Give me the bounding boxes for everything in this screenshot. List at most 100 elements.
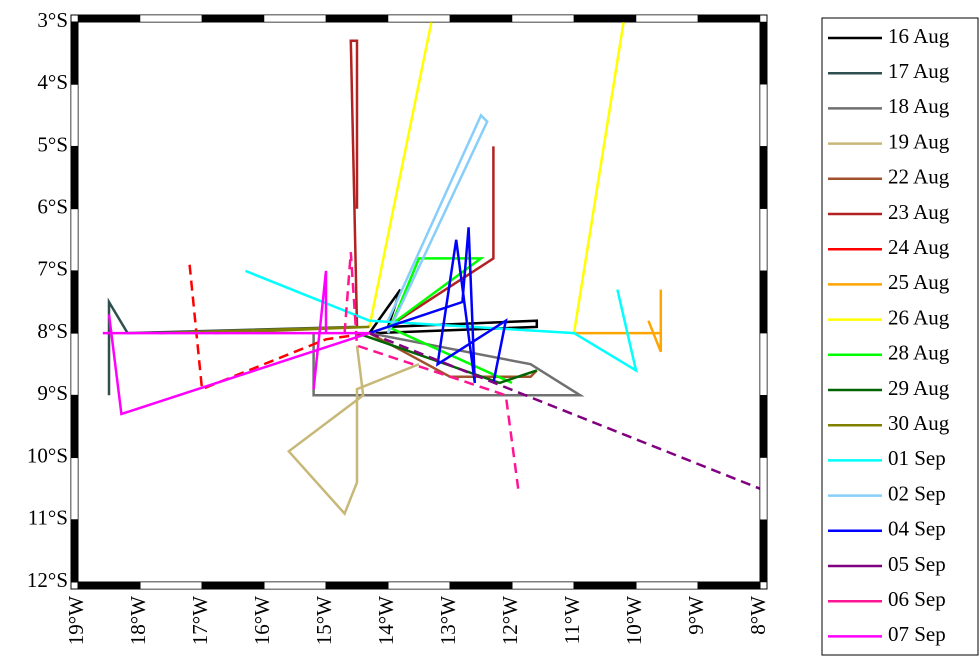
legend-box: [821, 17, 979, 656]
legend-label: 22 Aug: [888, 165, 950, 189]
legend-label: 25 Aug: [888, 270, 950, 294]
track-line: [386, 113, 489, 334]
frame-band: [759, 457, 768, 521]
frame-band: [77, 14, 141, 23]
frame-band: [139, 14, 203, 23]
track-line: [368, 332, 538, 378]
frame-band: [759, 208, 768, 272]
frame-band: [325, 14, 389, 23]
legend-label: 04 Sep: [888, 517, 946, 541]
y-tick-label: 4°S: [37, 70, 68, 94]
legend-label: 23 Aug: [888, 200, 950, 224]
frame-band: [70, 457, 79, 521]
frame-band: [759, 395, 768, 458]
track-line: [572, 21, 625, 334]
frame-band: [77, 581, 141, 590]
frame-band: [70, 208, 79, 272]
frame-band: [511, 14, 575, 23]
track-line: [312, 331, 585, 397]
frame-band: [759, 519, 768, 583]
y-tick-label: 7°S: [37, 257, 68, 281]
track-line: [369, 227, 508, 384]
frame-band: [139, 581, 203, 590]
frame-band: [759, 83, 768, 147]
frame-band: [759, 21, 768, 85]
legend-label: 24 Aug: [888, 235, 950, 259]
frame-band: [449, 581, 513, 590]
frame-band: [70, 21, 79, 85]
legend-label: 05 Sep: [888, 552, 946, 576]
frame-band: [759, 332, 768, 396]
frame-band: [70, 83, 79, 147]
frame-band: [387, 14, 451, 23]
legend-label: 30 Aug: [888, 411, 950, 435]
track-line: [244, 269, 638, 373]
x-tick-label: 18°W: [126, 596, 150, 645]
x-tick-label: 16°W: [250, 596, 274, 645]
x-tick-label: 12°W: [498, 596, 522, 645]
frame-band: [263, 581, 327, 590]
y-tick-label: 11°S: [28, 506, 68, 530]
track-line: [368, 288, 539, 335]
x-tick-label: 15°W: [312, 596, 336, 645]
legend-label: 06 Sep: [888, 587, 946, 611]
x-tick-label: 13°W: [436, 596, 460, 645]
track-line: [368, 21, 433, 328]
track-line: [385, 257, 513, 385]
x-tick-label: 14°W: [374, 596, 398, 645]
plot-area: [77, 21, 761, 583]
frame-band: [635, 581, 699, 590]
y-tick-label: 5°S: [37, 132, 68, 156]
frame-band: [70, 332, 79, 396]
x-tick-label: 17°W: [188, 596, 212, 645]
frame-band: [263, 14, 327, 23]
y-tick-label: 8°S: [37, 319, 68, 343]
frame-band: [759, 146, 768, 209]
track-line: [343, 252, 520, 489]
track-line: [286, 345, 420, 516]
track-line: [102, 270, 370, 416]
legend-label: 28 Aug: [888, 341, 950, 365]
track-line: [188, 264, 370, 391]
x-tick-label: 19°W: [64, 596, 88, 645]
legend-label: 29 Aug: [888, 376, 950, 400]
legend-label: 02 Sep: [888, 481, 946, 505]
legend-label: 16 Aug: [888, 24, 950, 48]
track-line: [158, 325, 370, 335]
frame-band: [70, 519, 79, 583]
frame-band: [70, 395, 79, 458]
y-tick-label: 6°S: [37, 194, 68, 218]
y-tick-label: 10°S: [27, 443, 68, 467]
frame-band: [635, 14, 699, 23]
frame-band: [387, 581, 451, 590]
y-tick-label: 3°S: [37, 8, 68, 32]
frame-band: [449, 14, 513, 23]
legend-label: 17 Aug: [888, 59, 950, 83]
frame-band: [697, 581, 761, 590]
track-line: [349, 39, 359, 327]
track-line: [387, 146, 495, 328]
track-line: [574, 289, 663, 353]
legend-label: 01 Sep: [888, 446, 946, 470]
frame-band: [759, 270, 768, 334]
frame-band: [573, 581, 637, 590]
x-tick-label: 9°W: [684, 596, 708, 635]
y-tick-label: 9°S: [37, 381, 68, 405]
legend-label: 19 Aug: [888, 129, 950, 153]
track-line: [368, 331, 761, 490]
frame-band: [201, 581, 265, 590]
frame-band: [70, 146, 79, 209]
legend-label: 07 Sep: [888, 622, 946, 646]
x-tick-label: 11°W: [560, 596, 584, 645]
legend-label: 26 Aug: [888, 305, 950, 329]
frame-band: [697, 14, 761, 23]
frame-band: [201, 14, 265, 23]
frame-band: [511, 581, 575, 590]
frame-band: [573, 14, 637, 23]
legend-label: 18 Aug: [888, 94, 950, 118]
x-tick-label: 10°W: [622, 596, 646, 645]
y-tick-label: 12°S: [27, 568, 68, 592]
x-tick-label: 8°W: [746, 596, 770, 635]
frame-band: [325, 581, 389, 590]
track-line: [356, 331, 538, 385]
